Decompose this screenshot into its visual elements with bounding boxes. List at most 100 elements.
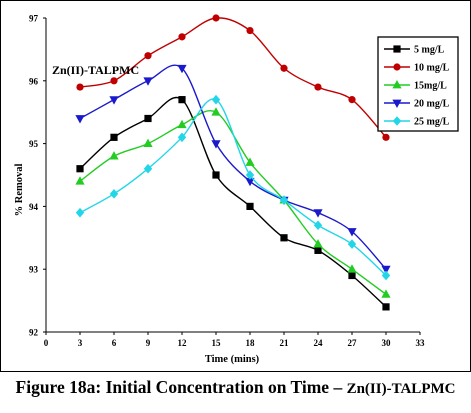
data-point: [75, 176, 85, 185]
data-point: [177, 132, 187, 143]
legend-label: 5 mg/L: [414, 45, 445, 56]
y-tick-label: 95: [29, 139, 39, 149]
data-point: [279, 195, 289, 205]
data-point: [245, 170, 255, 180]
data-point: [76, 83, 84, 91]
y-axis-label: % Removal: [14, 164, 25, 217]
legend-item: 15mg/L: [384, 80, 447, 92]
data-point: [144, 52, 152, 60]
data-point: [109, 189, 119, 199]
data-point: [246, 26, 254, 35]
data-point: [212, 171, 220, 179]
data-point: [143, 163, 153, 174]
data-point: [75, 207, 85, 218]
data-point: [245, 157, 255, 166]
x-tick-label: 21: [280, 338, 290, 348]
legend-item: 5 mg/L: [384, 45, 445, 56]
data-point: [381, 289, 391, 298]
y-tick-label: 93: [29, 265, 39, 275]
data-point: [178, 96, 186, 104]
series-line: [79, 17, 387, 138]
legend-box: [377, 36, 459, 132]
caption-sub: Zn(II)-TALPMC: [346, 381, 456, 397]
y-tick-label: 94: [29, 202, 39, 212]
axes: 0 3 6 9 12 15 18 21 24 27 30 33 92 93 94 95 96 97: [29, 14, 425, 349]
x-axis-label: Time (mins): [205, 354, 260, 365]
legend-label: 10 mg/L: [414, 63, 450, 74]
y-tick-label: 97: [29, 14, 39, 24]
data-point: [110, 133, 118, 141]
data-point: [382, 133, 390, 141]
data-point: [246, 202, 254, 210]
data-point: [211, 94, 221, 105]
data-point: [347, 264, 357, 273]
data-point: [144, 114, 152, 123]
data-point: [75, 115, 85, 124]
series-10-mg-l: [76, 14, 390, 141]
x-tick-label: 3: [78, 338, 83, 348]
data-point: [245, 177, 255, 187]
data-point: [313, 209, 323, 218]
data-point: [109, 151, 119, 160]
legend-label: 15mg/L: [414, 81, 447, 92]
x-tick-label: 9: [146, 338, 151, 348]
series-layer: [75, 14, 391, 311]
y-tick-label: 92: [29, 328, 39, 338]
data-point: [382, 303, 390, 311]
data-point: [313, 239, 323, 248]
figure-caption: Figure 18a: Initial Concentration on Tim…: [0, 377, 471, 398]
chart-title: Zn(II)-TALPMC: [52, 63, 139, 77]
data-point: [211, 107, 221, 116]
legend-label: 25 mg/L: [414, 117, 450, 128]
legend-marker: [392, 99, 402, 108]
data-point: [143, 138, 153, 147]
legend: 5 mg/L 10 mg/L 15mg/L 20 mg/L 25 mg/L: [377, 36, 459, 132]
data-point: [314, 246, 322, 254]
data-point: [381, 265, 391, 275]
chart: 0 3 6 9 12 15 18 21 24 27 30 33 92 93 94 95 96 97 Zn(II)-…: [0, 0, 471, 372]
legend-label: 20 mg/L: [414, 99, 450, 110]
x-tick-label: 30: [382, 338, 392, 348]
x-tick-label: 33: [416, 338, 426, 348]
data-point: [280, 64, 288, 72]
data-point: [348, 271, 356, 280]
x-tick-label: 27: [348, 338, 358, 348]
data-point: [314, 83, 322, 91]
data-point: [177, 64, 187, 74]
data-point: [110, 77, 118, 85]
legend-marker: [393, 45, 401, 53]
series-25-mg-l: [75, 94, 391, 281]
data-point: [76, 165, 84, 173]
data-point: [348, 96, 356, 104]
series-line: [79, 64, 387, 270]
data-point: [313, 220, 323, 231]
legend-item: 25 mg/L: [384, 116, 450, 128]
data-point: [212, 14, 220, 22]
data-point: [280, 234, 288, 242]
series-line: [79, 98, 387, 276]
data-point: [143, 77, 153, 86]
data-point: [109, 96, 119, 105]
x-tick-label: 18: [246, 338, 256, 348]
data-point: [211, 140, 221, 149]
data-point: [347, 239, 357, 249]
data-point: [347, 228, 357, 237]
legend-item: 10 mg/L: [384, 63, 450, 74]
legend-marker: [392, 116, 402, 126]
legend-item: 20 mg/L: [384, 99, 450, 110]
data-point: [178, 33, 186, 41]
x-tick-label: 12: [178, 338, 188, 348]
data-point: [177, 119, 187, 129]
legend-marker: [393, 63, 401, 71]
caption-main: Figure 18a: Initial Concentration on Tim…: [15, 377, 347, 397]
x-tick-label: 6: [112, 338, 117, 348]
y-tick-label: 96: [29, 76, 39, 86]
series-line: [79, 96, 387, 308]
data-point: [381, 270, 391, 281]
legend-marker: [392, 80, 402, 89]
x-tick-label: 0: [44, 338, 49, 348]
x-tick-label: 15: [212, 338, 222, 348]
x-tick-label: 24: [314, 338, 324, 348]
series-5-mg-l: [76, 96, 390, 311]
